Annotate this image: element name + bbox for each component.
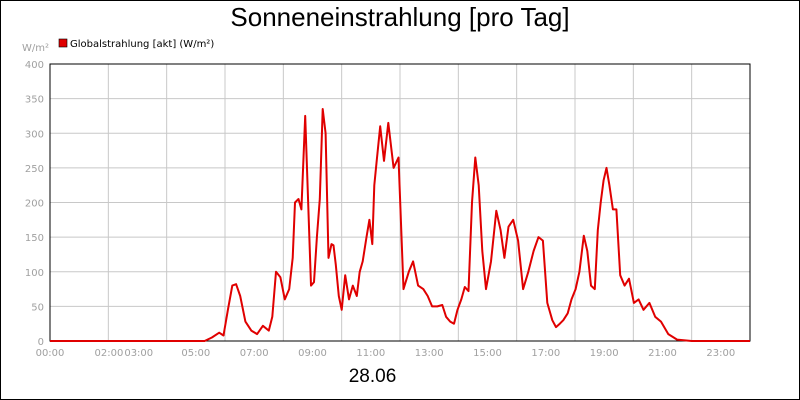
x-tick-label: 15:00	[473, 348, 502, 359]
x-tick-label: 05:00	[181, 348, 210, 359]
y-tick-label: 100	[25, 268, 44, 279]
y-tick-label: 0	[38, 337, 44, 348]
x-tick-label: 07:00	[240, 348, 269, 359]
legend-swatch	[58, 38, 68, 48]
legend: Globalstrahlung [akt] (W/m²)	[58, 38, 214, 50]
series-line-globalstrahlung	[50, 108, 750, 342]
x-tick-label: 21:00	[648, 348, 677, 359]
y-tick-labels: 0 50 100 150 200 250 300 350 400	[25, 60, 44, 348]
y-axis-label: W/m²	[22, 43, 49, 54]
x-tick-labels: 00:00 02:00 03:00 05:00 07:00 09:00 11:00 13:00…	[36, 348, 736, 359]
plot-border	[49, 63, 751, 342]
x-tick-label: 17:00	[531, 348, 560, 359]
date-label: 28.06	[348, 366, 397, 387]
x-tick-label: 19:00	[590, 348, 619, 359]
y-tick-label: 150	[25, 233, 44, 244]
chart-title: Sonneneinstrahlung [pro Tag]	[230, 2, 570, 32]
y-tick-label: 300	[25, 129, 44, 140]
y-tick-label: 350	[25, 95, 44, 106]
x-tick-label: 00:00	[36, 348, 65, 359]
legend-label: Globalstrahlung [akt] (W/m²)	[70, 39, 214, 50]
y-tick-label: 200	[25, 199, 44, 210]
series-layer	[50, 108, 750, 342]
x-tick-label: 03:00	[124, 348, 153, 359]
y-tick-label: 50	[31, 302, 44, 313]
y-tick-label: 400	[25, 60, 44, 71]
x-tick-label: 02:00	[95, 348, 124, 359]
y-tick-label: 250	[25, 164, 44, 175]
x-tick-label: 09:00	[298, 348, 327, 359]
x-tick-label: 23:00	[706, 348, 735, 359]
x-tick-label: 13:00	[415, 348, 444, 359]
x-tick-label: 11:00	[356, 348, 385, 359]
